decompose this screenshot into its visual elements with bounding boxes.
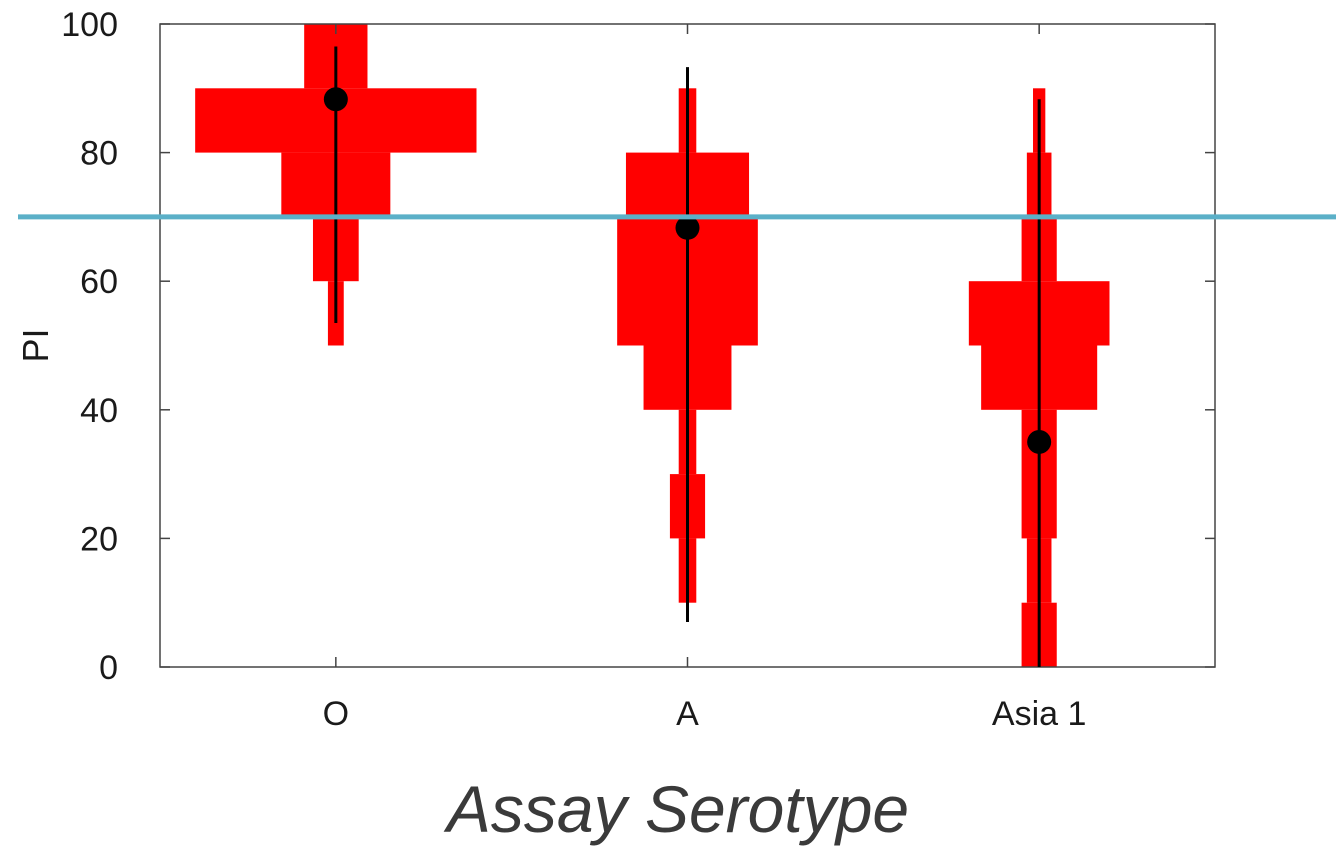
y-ticks-group: 0 20 40 60 80 100: [61, 6, 1215, 687]
x-tick-label: Asia 1: [992, 695, 1087, 733]
y-tick-label: 100: [61, 6, 118, 44]
mean-markers-group: [323, 87, 1052, 454]
mean-marker-o: [323, 87, 348, 112]
x-axis-title: Assay Serotype: [443, 772, 909, 846]
mean-marker-asia-1: [1027, 429, 1052, 454]
mean-marker-a: [675, 215, 700, 240]
y-tick-label: 40: [80, 392, 118, 430]
y-tick-label: 0: [99, 649, 118, 687]
x-tick-label: A: [676, 695, 699, 733]
y-tick-label: 20: [80, 520, 118, 558]
y-tick-label: 80: [80, 135, 118, 173]
y-tick-label: 60: [80, 263, 118, 301]
x-ticks-group: O A Asia 1: [323, 24, 1087, 733]
y-axis-title: PI: [15, 328, 56, 362]
x-tick-label: O: [323, 695, 349, 733]
violins-group: [195, 24, 1110, 667]
